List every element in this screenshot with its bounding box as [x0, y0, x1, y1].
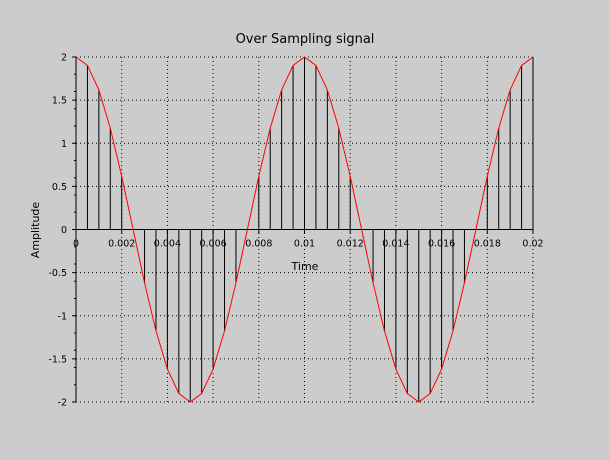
y-tick-label: 0 [61, 225, 67, 236]
y-tick-label: -0.5 [48, 268, 67, 279]
y-axis-label: Amplitude [29, 202, 42, 259]
x-axis-label: Time [291, 260, 319, 273]
axes [72, 56, 534, 403]
x-tick-label: 0.018 [474, 239, 501, 250]
y-tick-label: -1 [58, 311, 67, 322]
x-tick-label: 0.004 [154, 239, 181, 250]
y-tick-label: -1.5 [48, 354, 67, 365]
y-tick-label: 2 [61, 53, 67, 64]
x-tick-label: 0.006 [199, 239, 226, 250]
x-tick-label: 0.014 [382, 239, 409, 250]
chart-title: Over Sampling signal [236, 32, 375, 47]
x-tick-label: 0.01 [294, 239, 315, 250]
x-tick-label: 0.008 [245, 239, 272, 250]
y-tick-label: -2 [58, 398, 67, 409]
signal-series [75, 56, 534, 403]
x-tick-labels: 0 0.002 0.004 0.006 0.008 0.01 0.012 0.014 0.016… [73, 239, 544, 250]
x-tick-label: 0.012 [337, 239, 364, 250]
stem-series [75, 57, 534, 402]
y-tick-label: 1 [61, 139, 67, 150]
x-tick-label: 0.002 [108, 239, 135, 250]
signal-line [75, 56, 534, 403]
x-tick-label: 0.02 [522, 239, 543, 250]
x-tick-label: 0.016 [428, 239, 455, 250]
y-tick-label: 1.5 [52, 96, 67, 107]
x-tick-label: 0 [73, 239, 79, 250]
y-tick-labels: 2 1.5 1 0.5 0 -0.5 -1 -1.5 -2 [48, 53, 67, 409]
y-tick-label: 0.5 [52, 182, 67, 193]
